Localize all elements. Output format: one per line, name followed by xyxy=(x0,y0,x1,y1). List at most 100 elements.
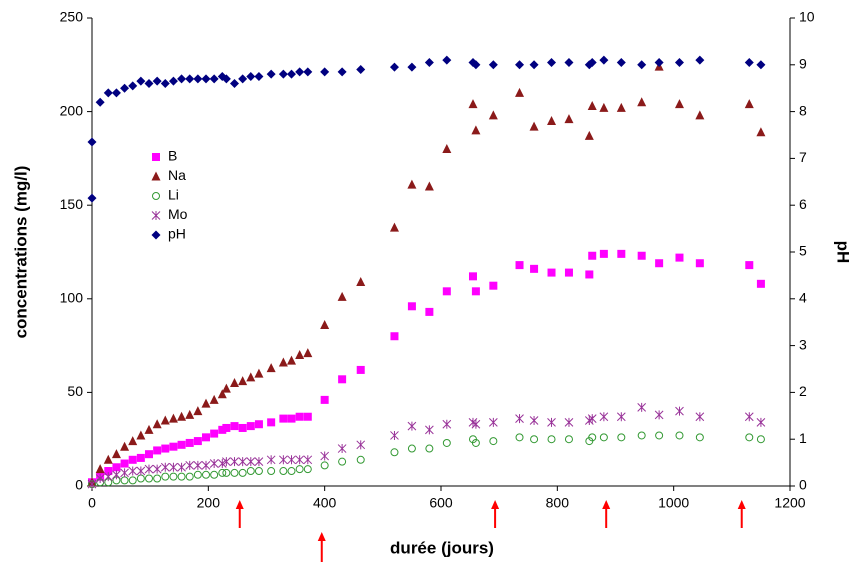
point xyxy=(675,253,684,262)
y2-tick-label: 7 xyxy=(799,149,807,165)
point xyxy=(637,402,647,412)
point xyxy=(530,264,539,273)
point xyxy=(153,446,162,455)
point xyxy=(744,412,754,422)
point xyxy=(617,249,626,258)
point xyxy=(266,455,276,465)
point xyxy=(695,110,705,120)
point xyxy=(338,457,347,466)
point xyxy=(136,453,145,462)
point xyxy=(407,62,417,72)
point xyxy=(744,57,754,67)
point xyxy=(145,450,154,459)
point xyxy=(177,440,186,449)
point xyxy=(599,412,609,422)
point xyxy=(303,412,312,421)
point xyxy=(471,438,480,447)
point xyxy=(599,55,609,65)
point xyxy=(87,193,97,203)
point xyxy=(320,320,330,330)
point xyxy=(217,389,227,399)
point xyxy=(278,69,288,79)
point xyxy=(267,467,276,476)
y2-tick-label: 0 xyxy=(799,477,807,493)
point xyxy=(254,457,264,467)
point xyxy=(295,465,304,474)
y2-tick-label: 6 xyxy=(799,196,807,212)
legend-marker xyxy=(151,230,161,240)
point xyxy=(617,433,626,442)
point xyxy=(254,72,264,81)
point xyxy=(144,79,154,89)
point xyxy=(756,435,765,444)
point xyxy=(185,74,195,84)
point xyxy=(103,454,113,464)
point xyxy=(529,415,539,425)
x-tick-label: 0 xyxy=(88,495,96,511)
point xyxy=(267,418,276,427)
point xyxy=(230,457,239,467)
point xyxy=(152,464,162,474)
point xyxy=(588,433,597,442)
point xyxy=(695,412,705,422)
point xyxy=(230,468,239,477)
point xyxy=(564,417,574,427)
point xyxy=(287,414,296,423)
point xyxy=(674,99,684,109)
point xyxy=(169,442,178,451)
arrow-head xyxy=(602,500,611,509)
point xyxy=(745,433,754,442)
point xyxy=(254,420,263,429)
point xyxy=(637,97,647,107)
point xyxy=(616,412,626,422)
point xyxy=(356,365,365,374)
legend-label: Mo xyxy=(168,206,188,222)
point xyxy=(169,472,178,481)
point xyxy=(238,74,248,84)
point xyxy=(87,137,97,147)
point xyxy=(530,435,539,444)
point xyxy=(295,349,305,359)
point xyxy=(161,444,170,453)
point xyxy=(222,457,231,467)
point xyxy=(442,144,452,154)
point xyxy=(111,449,121,459)
point xyxy=(654,57,664,67)
point xyxy=(407,179,417,189)
point xyxy=(587,100,597,110)
point xyxy=(564,114,574,124)
point xyxy=(160,415,170,425)
point xyxy=(218,468,227,477)
y-tick-label: 0 xyxy=(75,477,83,493)
y2-tick-label: 4 xyxy=(799,290,807,306)
point xyxy=(120,459,129,468)
point xyxy=(584,130,594,140)
point xyxy=(655,431,664,440)
point xyxy=(303,455,313,465)
point xyxy=(202,470,211,479)
point xyxy=(407,444,416,453)
x-tick-label: 800 xyxy=(546,495,570,511)
point xyxy=(120,468,129,478)
x-tick-label: 600 xyxy=(429,495,453,511)
legend-marker xyxy=(152,192,160,200)
point xyxy=(303,348,313,358)
y-tick-label: 100 xyxy=(60,290,84,306)
point xyxy=(442,419,452,429)
point xyxy=(337,291,347,301)
point xyxy=(210,429,219,438)
point xyxy=(128,455,137,464)
point xyxy=(201,398,211,408)
point xyxy=(287,455,296,465)
point xyxy=(303,67,313,77)
point xyxy=(230,378,240,388)
point xyxy=(407,421,417,431)
point xyxy=(152,419,162,429)
x-axis-label: durée (jours) xyxy=(390,538,494,557)
point xyxy=(744,99,754,109)
point xyxy=(128,466,138,476)
point xyxy=(95,97,105,107)
point xyxy=(87,479,97,489)
y2-tick-label: 8 xyxy=(799,102,807,118)
